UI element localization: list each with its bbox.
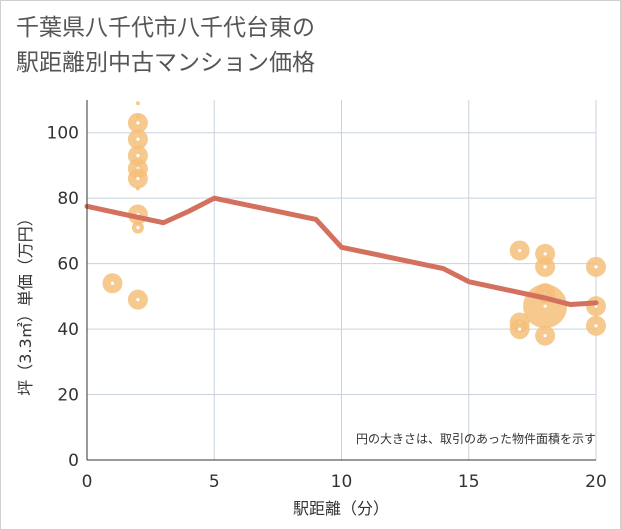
x-tick-label: 20	[585, 472, 607, 492]
bubble-center-dot	[543, 304, 547, 308]
bubble-center-dot	[594, 324, 598, 328]
bubble-center-dot	[110, 281, 115, 285]
bubble-center-dot	[518, 248, 522, 253]
bubble-center-dot	[136, 121, 140, 125]
y-axis-title: 坪（3.3㎡）単価（万円）	[16, 210, 35, 395]
bubble	[135, 101, 140, 106]
x-tick-label: 0	[82, 472, 93, 492]
bubble-center-dot	[543, 265, 547, 269]
bubble-center-dot	[518, 327, 522, 331]
bubble-series	[102, 101, 606, 346]
bubble-center-dot	[136, 176, 140, 181]
bubble-center-dot	[594, 265, 598, 269]
bubble-center-dot	[136, 154, 140, 158]
bubble-center-dot	[136, 137, 140, 141]
y-tick-label: 80	[57, 189, 79, 209]
trend-line	[84, 195, 599, 308]
y-tick-label: 20	[57, 386, 79, 406]
x-tick-label: 15	[458, 472, 480, 492]
bubble	[135, 186, 140, 191]
axes: 0 5 10 15 20 0 20 40 60 80 100	[47, 100, 607, 492]
x-tick-label: 5	[209, 472, 220, 492]
y-tick-label: 0	[68, 451, 79, 471]
bubble-center-dot	[136, 298, 140, 302]
trend-line-group	[84, 195, 599, 308]
bubble-center-dot	[543, 334, 547, 338]
x-axis-title: 駅距離（分）	[293, 499, 389, 518]
y-tick-label: 100	[47, 124, 79, 144]
chart-title-line-2: 駅距離別中古マンション価格	[16, 50, 315, 76]
x-tick-label: 10	[331, 472, 353, 492]
chart-title-line-1: 千葉県八千代市八千代台東の	[16, 15, 315, 41]
bubble-center-dot	[543, 252, 547, 256]
y-tick-label: 40	[57, 320, 79, 340]
bubble-center-dot	[136, 226, 140, 230]
chart-title: 千葉県八千代市八千代台東の 駅距離別中古マンション価格	[16, 11, 315, 81]
size-legend-note: 円の大きさは、取引のあった物件面積を示す	[356, 431, 596, 446]
grid-lines	[87, 100, 597, 460]
y-tick-label: 60	[57, 255, 79, 275]
